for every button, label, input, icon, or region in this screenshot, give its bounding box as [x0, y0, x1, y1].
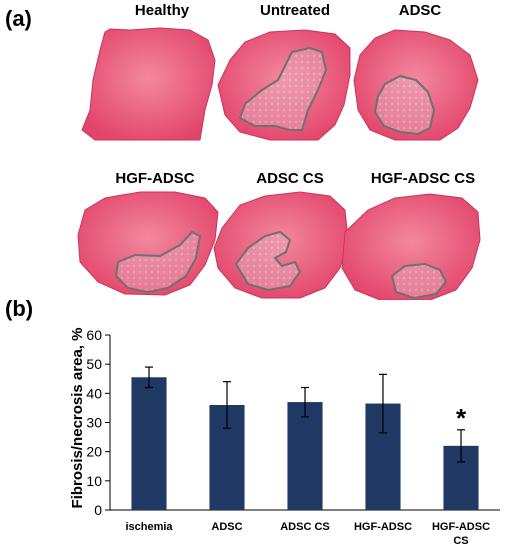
fibrosis-outline-untreated	[238, 46, 328, 131]
significance-star: *	[456, 403, 467, 433]
tissue-section-images	[77, 27, 481, 300]
y-tick-label: 50	[86, 356, 102, 372]
tissue-image-untreated	[217, 29, 351, 141]
fibrosis-outline-hgf-adsc	[114, 230, 202, 294]
x-tick-label: ADSC	[211, 521, 242, 533]
tissue-image-adsc	[353, 29, 479, 141]
y-tick-label: 30	[86, 415, 102, 431]
fibrosis-outline-hgf-adsc-cs	[390, 262, 448, 300]
image-title-adsc-cs: ADSC CS	[256, 170, 324, 187]
image-title-hgf-adsc-cs: HGF-ADSC CS	[370, 170, 476, 187]
y-tick-label: 40	[86, 385, 102, 401]
tissue-image-hgf-adsc-cs	[341, 193, 481, 300]
image-title-adsc: ADSC	[398, 2, 442, 19]
y-tick-label: 20	[86, 444, 102, 460]
fibrosis-outline-adsc-cs	[234, 230, 302, 292]
y-tick-label: 60	[86, 327, 102, 343]
fibrosis-outline-adsc	[373, 74, 436, 136]
image-title-untreated: Untreated	[259, 2, 330, 19]
tissue-image-healthy	[81, 27, 216, 141]
bar	[131, 377, 167, 510]
x-tick-label: ADSC CS	[280, 521, 330, 533]
image-title-healthy: Healthy	[134, 2, 190, 19]
x-tick-label: HGF-ADSC CS	[432, 521, 490, 547]
tissue-image-adsc-cs	[213, 191, 349, 299]
y-tick-label: 10	[86, 473, 102, 489]
tissue-image-hgf-adsc	[77, 191, 219, 296]
x-tick-label: HGF-ADSC	[354, 521, 412, 533]
x-tick-label: ischemia	[125, 521, 173, 533]
y-axis-label: Fibrosis/necrosis area, %	[69, 328, 86, 509]
panel-a-label: (a)	[5, 6, 32, 31]
y-tick-label: 0	[94, 502, 102, 518]
image-title-hgf-adsc: HGF-ADSC	[115, 170, 195, 187]
bar	[287, 402, 323, 510]
panel-b-label: (b)	[5, 296, 34, 321]
bar-chart: Fibrosis/necrosis area, % 0 10 20 30 40 50 60 i…	[69, 327, 500, 547]
